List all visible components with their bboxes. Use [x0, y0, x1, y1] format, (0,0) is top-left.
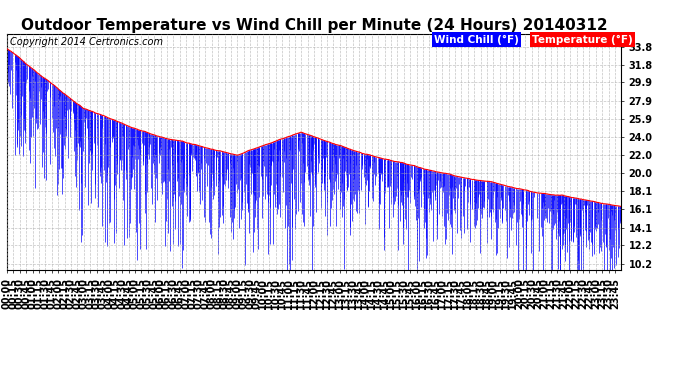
Text: Wind Chill (°F): Wind Chill (°F)	[434, 34, 519, 45]
Text: Temperature (°F): Temperature (°F)	[532, 34, 633, 45]
Text: Copyright 2014 Certronics.com: Copyright 2014 Certronics.com	[10, 37, 163, 47]
Title: Outdoor Temperature vs Wind Chill per Minute (24 Hours) 20140312: Outdoor Temperature vs Wind Chill per Mi…	[21, 18, 607, 33]
